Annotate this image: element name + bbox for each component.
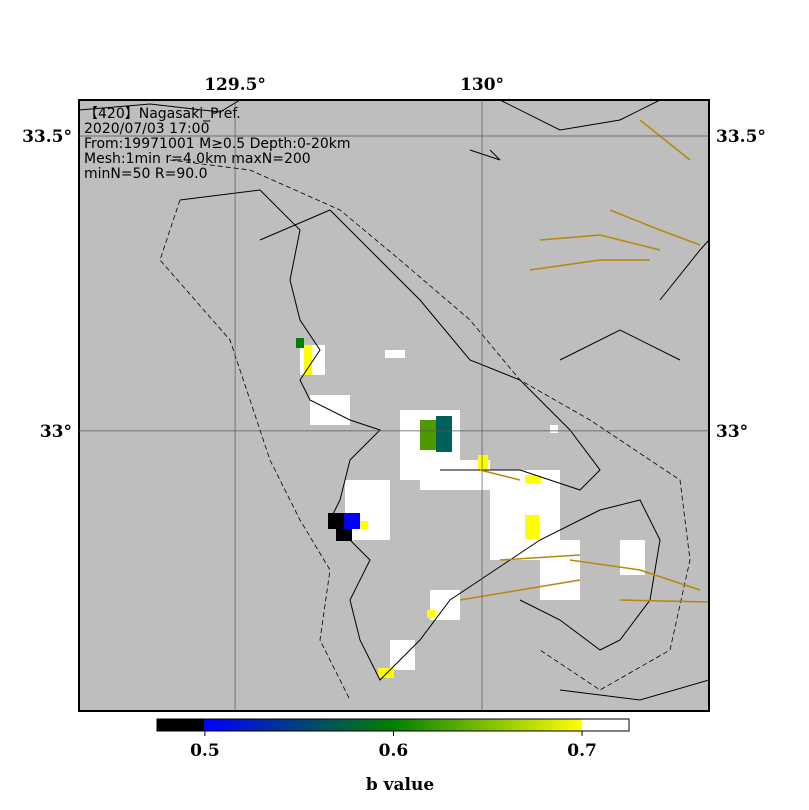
b-value-colored-cells xyxy=(296,338,541,678)
y-tick-label: 33.5° xyxy=(22,127,72,147)
x-tick-label: 129.5° xyxy=(204,75,266,95)
colorbar-tick-label: 0.6 xyxy=(379,741,409,761)
header-line: 【420】Nagasaki_Pref. xyxy=(84,106,241,122)
colorbar xyxy=(156,718,630,732)
y-tick-label: 33° xyxy=(716,422,748,442)
map-frame xyxy=(78,99,710,712)
x-tick-label: 130° xyxy=(460,75,504,95)
header-line: From:19971001 M≥0.5 Depth:0-20km xyxy=(84,136,351,152)
colorbar-tick-label: 0.7 xyxy=(567,741,597,761)
header-line: minN=50 R=90.0 xyxy=(84,166,208,182)
y-tick-label: 33.5° xyxy=(716,127,766,147)
y-tick-label: 33° xyxy=(40,422,72,442)
colorbar-tick-label: 0.5 xyxy=(190,741,220,761)
header-line: Mesh:1min r=4.0km maxN=200 xyxy=(84,151,311,167)
header-line: 2020/07/03 17:00 xyxy=(84,121,210,137)
map-area xyxy=(79,100,709,711)
colorbar-label: b value xyxy=(366,775,435,795)
map-layer xyxy=(79,100,709,701)
